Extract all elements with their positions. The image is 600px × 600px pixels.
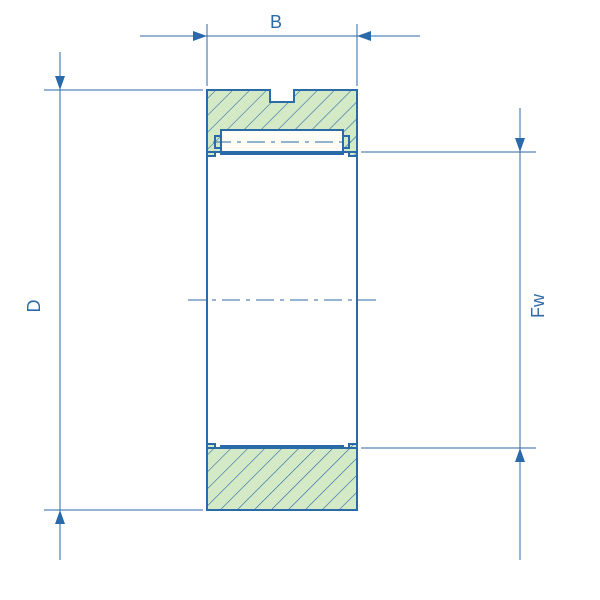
label-B: B	[270, 12, 282, 32]
label-D: D	[24, 300, 44, 313]
bearing-drawing: B D Fw	[0, 0, 600, 600]
dimension-D: D	[24, 52, 203, 560]
label-Fw: Fw	[528, 293, 548, 318]
dimension-B: B	[140, 12, 420, 86]
dimension-Fw: Fw	[361, 108, 548, 560]
